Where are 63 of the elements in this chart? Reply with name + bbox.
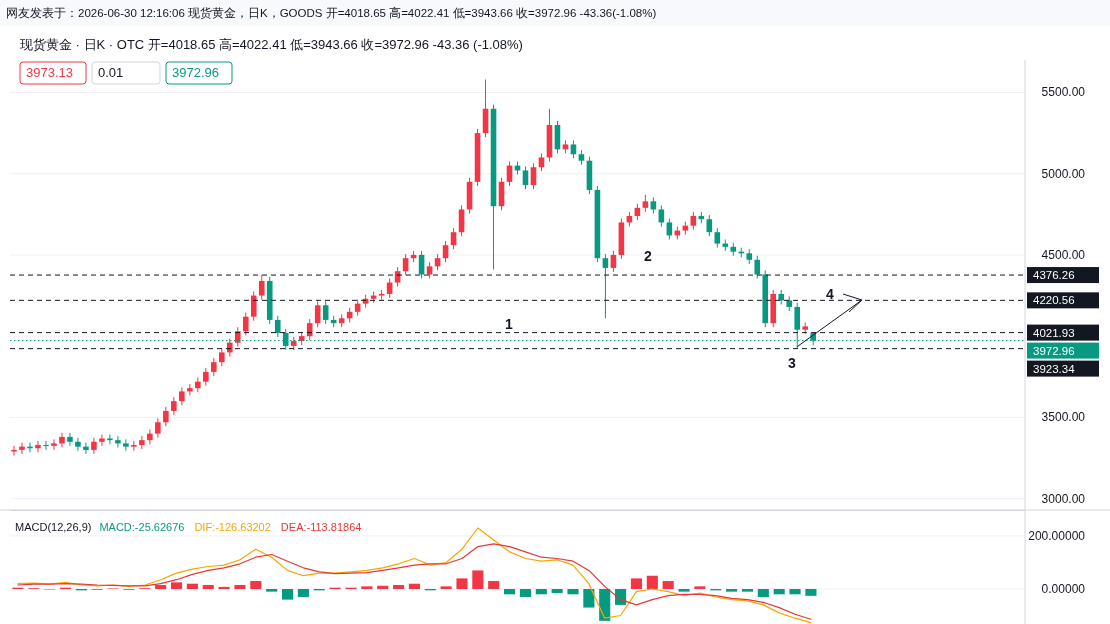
y-tick-label: 200.00000 — [1028, 528, 1086, 543]
ref-line-label: 3923.34 — [1027, 360, 1099, 377]
candlestick — [155, 417, 161, 439]
y-tick-label: 4500.00 — [1041, 247, 1086, 262]
candlestick — [250, 291, 257, 322]
candlestick — [123, 438, 129, 452]
candlestick — [314, 300, 321, 328]
candlestick — [282, 328, 289, 351]
text: MACD(12,26,9) — [15, 521, 92, 533]
series-label: DIF:-126.63202 — [194, 521, 271, 533]
chart-title: 网友发表于：2026-06-30 12:16:06 现货黄金，日K，GOODS 开=4018.65 高=4022.41 低=3943.66 收=3972.96 -43.36(-1.08%) — [6, 6, 657, 20]
annotation: 3 — [788, 355, 797, 371]
candlestick — [754, 255, 761, 279]
candlestick — [322, 300, 329, 325]
candlestick — [99, 433, 105, 447]
y-tick-label: 3500.00 — [1041, 410, 1086, 425]
candlestick — [35, 440, 41, 453]
candlestick — [83, 442, 89, 455]
annotation: 4 — [826, 286, 835, 302]
candlestick — [714, 227, 721, 249]
chart-subtitle: 现货黄金 · 日K · OTC 开=4018.65 高=4022.41 低=3943.66 收=3972.96 -43.36 (-1.08%) — [20, 37, 523, 52]
y-tick-label: 0.00000 — [1041, 582, 1086, 596]
annotation: 3972.96 — [172, 65, 219, 80]
annotation: 3973.13 — [26, 65, 73, 80]
candlestick — [530, 162, 537, 190]
candlestick — [274, 315, 281, 338]
candlestick — [794, 302, 801, 350]
ref-line-label: 4021.93 — [1033, 326, 1075, 339]
candlestick — [51, 438, 57, 451]
annotation: 1 — [505, 316, 514, 332]
ref-line-label: 4220.56 — [1033, 294, 1075, 307]
candlestick — [59, 432, 65, 448]
candlestick — [522, 165, 529, 190]
annotation: 0.01 — [98, 65, 124, 80]
text: DEA:-113.81864 — [280, 521, 362, 533]
ref-line-label: 4220.56 — [1027, 292, 1099, 309]
candlestick — [19, 442, 25, 455]
candlestick — [11, 445, 17, 457]
candlestick — [139, 435, 145, 450]
y-tick-label: 3000.00 — [1041, 491, 1086, 506]
candlestick — [258, 274, 265, 301]
candlestick — [91, 437, 97, 455]
candlestick — [67, 432, 73, 447]
annotation: 2 — [644, 248, 653, 264]
y-tick-label: 5000.00 — [1041, 166, 1086, 181]
ref-line-label: 3972.96 — [1027, 342, 1099, 359]
candlestick — [163, 406, 169, 427]
y-tick-label: 5500.00 — [1041, 85, 1086, 100]
candlestick — [75, 437, 81, 452]
candlestick — [115, 435, 121, 448]
ref-line-label: 3972.96 — [1033, 344, 1075, 357]
candlestick — [602, 253, 609, 319]
candlestick — [458, 204, 465, 237]
candlestick — [242, 312, 249, 336]
ref-line-label: 4021.93 — [1027, 324, 1099, 341]
text: MACD:-25.62676 — [99, 521, 185, 533]
candlestick — [147, 429, 153, 445]
ref-line-label: 4376.26 — [1033, 269, 1075, 282]
ref-line-label: 3923.34 — [1033, 362, 1076, 375]
candlestick — [131, 440, 137, 452]
candlestick — [43, 440, 49, 451]
candlestick — [234, 326, 241, 348]
ref-line-label: 4376.26 — [1027, 267, 1099, 284]
